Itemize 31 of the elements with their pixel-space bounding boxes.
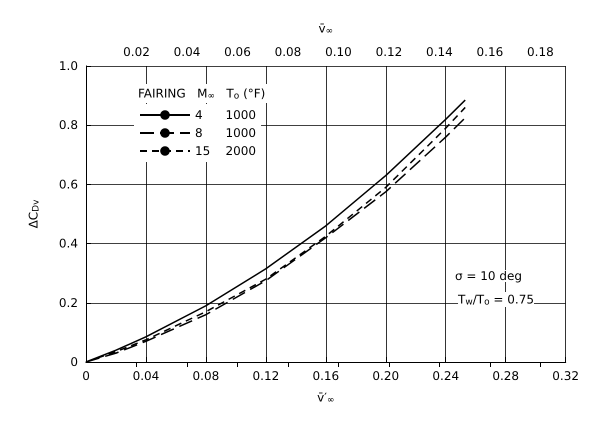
x2-tick-label: 0.04 — [174, 45, 200, 59]
y-tick-label: 0.2 — [58, 296, 78, 310]
x-axis-title: v̄′∞ — [317, 390, 334, 406]
x2-tick-label: 0.14 — [426, 45, 453, 59]
x2-tick-label: 0.16 — [476, 45, 504, 59]
x2-tick-label: 0.02 — [123, 45, 150, 59]
y-tick-label: 1.0 — [58, 59, 78, 73]
x-tick-label: 0.24 — [432, 369, 460, 383]
x2-tick-label: 0.10 — [325, 45, 352, 59]
x-tick-label: 0.08 — [192, 369, 220, 383]
x-tick-label: 0.12 — [252, 369, 280, 383]
x-tick-label: 0.20 — [372, 369, 400, 383]
x-tick-label: 0.28 — [492, 369, 520, 383]
x2-tick-label: 0.18 — [527, 45, 554, 59]
x-tick-label: 0.16 — [312, 369, 340, 383]
x-tick-label: 0.04 — [132, 369, 160, 383]
y-tick-label: 0.4 — [58, 236, 78, 251]
x2-tick-label: 0.12 — [376, 45, 402, 59]
legend-label: 8 1000 — [195, 126, 256, 140]
y-tick-label: 0.8 — [58, 118, 78, 132]
legend-label: 4 1000 — [195, 108, 256, 122]
y-axis-title: ΔCDv — [26, 198, 42, 228]
x2-axis-title: v̄∞ — [318, 22, 334, 36]
x-tick-label: 0.32 — [552, 369, 579, 383]
y-tick-label: 0.6 — [58, 177, 78, 192]
y-tick-label: 0 — [70, 355, 78, 369]
x2-tick-label: 0.06 — [224, 45, 251, 59]
annotation: σ = 10 deg — [455, 269, 522, 283]
x-tick-label: 0 — [82, 369, 90, 383]
x2-tick-label: 0.08 — [274, 45, 302, 59]
legend-label: 15 2000 — [195, 144, 256, 158]
